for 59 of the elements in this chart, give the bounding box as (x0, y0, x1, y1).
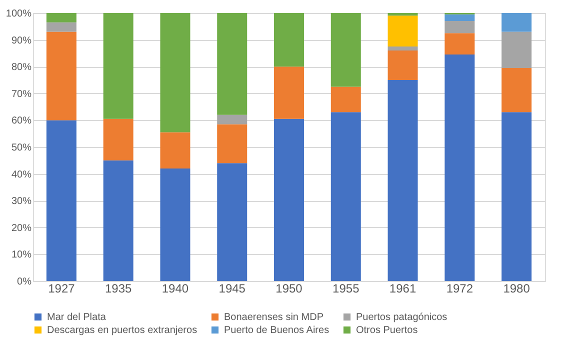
bar (388, 13, 418, 16)
y-tick-label: 70% (11, 88, 32, 100)
bar (103, 118, 134, 160)
bar (103, 13, 134, 119)
bar (330, 13, 361, 87)
bar (217, 124, 248, 164)
legend-label: Bonaerenses sin MDP (224, 312, 324, 323)
bar (444, 33, 475, 55)
y-tick-label: 90% (11, 35, 32, 46)
bar (388, 16, 418, 46)
bar (274, 118, 304, 281)
y-tick-label: 40% (11, 169, 32, 180)
y-tick-label: 80% (11, 62, 32, 74)
legend-label: Puertos patagónicos (356, 312, 448, 323)
x-tick-label: 1945 (218, 282, 246, 296)
bar (502, 112, 532, 281)
x-tick-label: 1935 (104, 282, 132, 296)
y-tick-label: 20% (11, 222, 32, 234)
bar (274, 13, 304, 67)
bar (502, 68, 532, 112)
legend-label: Mar del Plata (47, 312, 106, 323)
bar (46, 13, 76, 22)
bar (502, 32, 532, 68)
legend-label: Puerto de Buenos Aires (224, 325, 330, 336)
y-tick-label: 0% (17, 276, 32, 288)
y-tick-label: 60% (11, 116, 32, 127)
bar (388, 80, 418, 281)
bar (46, 22, 76, 32)
x-tick-label: 1927 (48, 282, 76, 296)
bar (217, 163, 248, 281)
y-tick-label: 30% (11, 196, 32, 208)
bar (46, 120, 76, 281)
bar (444, 21, 475, 34)
x-tick-label: 1961 (389, 282, 416, 296)
legend-label: Otros Puertos (356, 325, 418, 336)
bar (217, 13, 248, 115)
bar (160, 13, 190, 132)
x-tick-label: 1980 (503, 282, 530, 296)
x-tick-label: 1950 (276, 282, 303, 296)
y-tick-label: 100% (6, 8, 32, 20)
bar (103, 160, 134, 281)
bar (388, 46, 418, 51)
legend-label: Descargas en puertos extranjeros (47, 325, 198, 336)
bar (502, 13, 532, 32)
y-tick-label: 10% (11, 250, 32, 261)
bar (217, 114, 248, 124)
x-tick-label: 1940 (162, 282, 189, 296)
x-tick-label: 1955 (332, 282, 360, 296)
bar (46, 32, 76, 120)
y-tick-label: 50% (11, 142, 32, 154)
bar (330, 112, 361, 281)
bar (444, 54, 475, 281)
bar (444, 14, 475, 22)
bar (388, 50, 418, 80)
bar (330, 86, 361, 112)
x-tick-label: 1972 (446, 282, 474, 296)
bar (274, 66, 304, 119)
bar (160, 132, 190, 168)
bar (160, 168, 190, 281)
